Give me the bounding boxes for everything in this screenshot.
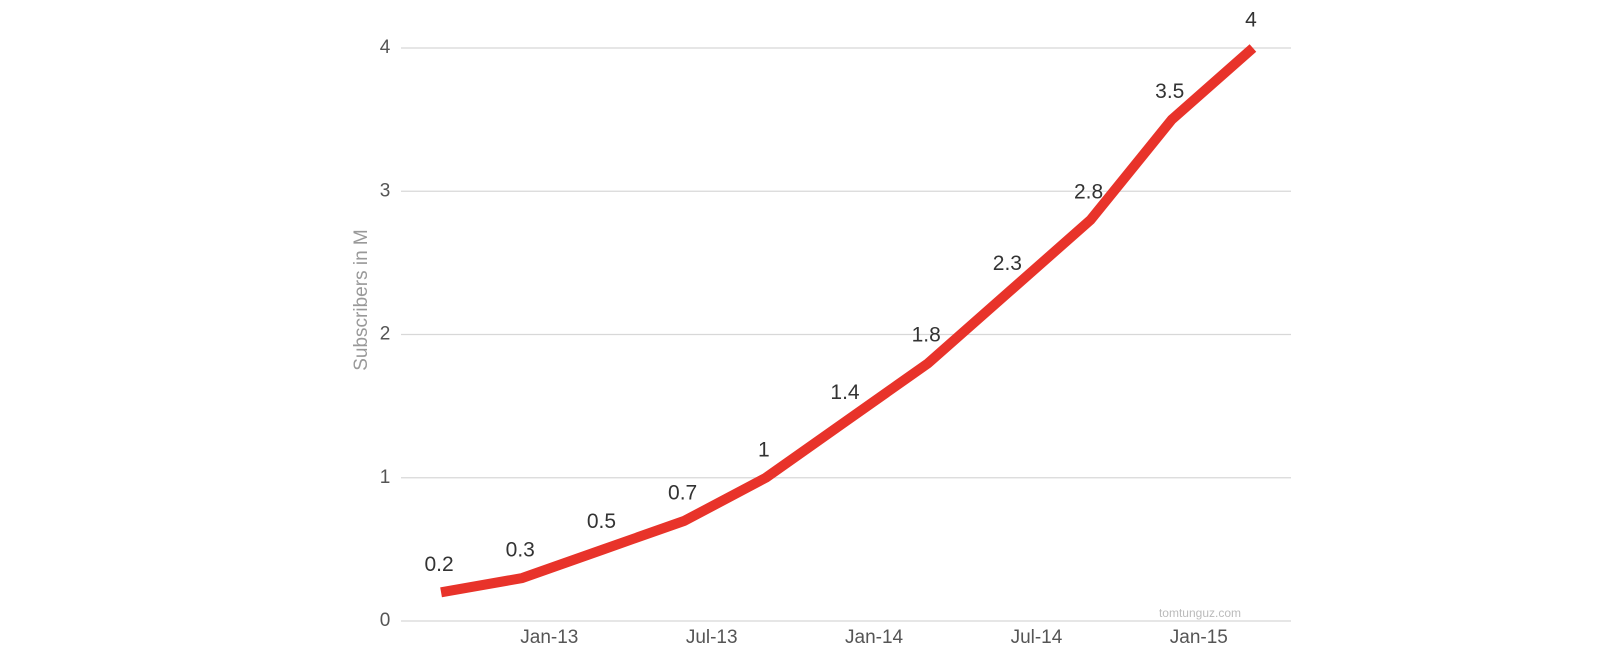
data-label: 0.7	[668, 481, 697, 504]
data-label: 1.8	[912, 324, 941, 347]
x-tick-label: Jul-13	[686, 627, 738, 648]
data-label: 2.8	[1074, 180, 1103, 203]
y-tick-label: 0	[380, 610, 391, 631]
watermark: tomtunguz.com	[1159, 606, 1241, 620]
y-tick-label: 3	[380, 180, 391, 201]
y-tick-label: 2	[380, 324, 391, 345]
x-tick-label: Jan-13	[520, 627, 578, 648]
x-tick-label: Jan-14	[845, 627, 904, 648]
x-tick-label: Jan-15	[1170, 627, 1228, 648]
data-label: 3.5	[1155, 80, 1184, 103]
data-label: 0.5	[587, 510, 616, 533]
y-axis-label: Subscribers in M	[351, 229, 372, 371]
data-label: 1	[758, 438, 770, 461]
data-label: 4	[1245, 9, 1257, 32]
y-tick-label: 4	[380, 37, 391, 58]
data-label: 0.3	[506, 539, 535, 562]
data-label: 1.4	[830, 381, 860, 404]
data-label: 0.2	[424, 553, 453, 576]
y-tick-label: 1	[380, 467, 391, 488]
x-tick-label: Jul-14	[1011, 627, 1063, 648]
data-label: 2.3	[993, 252, 1022, 275]
series-line	[440, 44, 1257, 598]
